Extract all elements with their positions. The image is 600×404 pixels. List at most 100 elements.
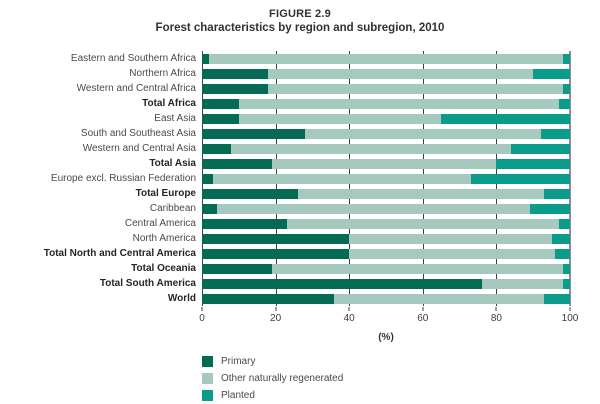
bar-segment-primary <box>202 173 214 184</box>
bar-segment-other-naturally-regenerated <box>268 68 534 79</box>
bar-segment-primary <box>202 263 272 274</box>
bar-row <box>202 111 570 126</box>
category-label: Western and Central Asia <box>82 143 196 154</box>
category-label: World <box>167 293 196 304</box>
stacked-bar-chart: Eastern and Southern Africa Northern Afri… <box>15 51 571 306</box>
bar-segment-planted <box>562 53 570 64</box>
bar-track <box>202 158 570 169</box>
category-label: Central America <box>124 218 196 229</box>
bar-row <box>202 276 570 291</box>
category-label: Total Europe <box>135 188 196 199</box>
axis-tick <box>275 307 277 311</box>
category-label: Total Africa <box>142 98 196 109</box>
bar-segment-primary <box>202 83 269 94</box>
bar-segment-primary <box>202 188 298 199</box>
bar-segment-planted <box>540 128 570 139</box>
category-label: North America <box>132 233 196 244</box>
bar-segment-other-naturally-regenerated <box>297 188 545 199</box>
bar-track <box>202 233 570 244</box>
bar-track <box>202 188 570 199</box>
bar-segment-other-naturally-regenerated <box>286 218 559 229</box>
axis-tick-label: 40 <box>343 313 355 324</box>
category-label: East Asia <box>154 113 196 124</box>
bar-segment-other-naturally-regenerated <box>231 143 512 154</box>
bar-segment-primary <box>202 218 287 229</box>
axis-tick <box>348 307 350 311</box>
category-labels-column: Eastern and Southern Africa Northern Afri… <box>15 51 202 306</box>
bar-row <box>202 186 570 201</box>
bar-segment-other-naturally-regenerated <box>268 83 563 94</box>
bar-segment-planted <box>558 218 570 229</box>
figure-label: FIGURE 2.9 <box>269 8 331 20</box>
bar-row <box>202 291 570 306</box>
bar-row <box>202 126 570 141</box>
legend-label: Planted <box>221 390 255 401</box>
bar-segment-planted <box>529 203 570 214</box>
bar-segment-primary <box>202 98 239 109</box>
bar-segment-primary <box>202 248 350 259</box>
legend-swatch-icon <box>202 373 213 384</box>
bar-segment-other-naturally-regenerated <box>238 98 559 109</box>
bar-segment-planted <box>562 263 570 274</box>
bar-track <box>202 113 570 124</box>
bar-segment-planted <box>544 293 570 304</box>
axis-tick-label: 100 <box>561 313 579 324</box>
bar-segment-primary <box>202 53 210 64</box>
category-label: South and Southeast Asia <box>80 128 196 139</box>
category-label: Western and Central Africa <box>76 83 196 94</box>
bar-track <box>202 203 570 214</box>
axis-tick <box>422 307 424 311</box>
bar-segment-planted <box>470 173 570 184</box>
bar-row <box>202 156 570 171</box>
bar-track <box>202 143 570 154</box>
bar-segment-planted <box>511 143 570 154</box>
bar-row <box>202 216 570 231</box>
bar-segment-planted <box>533 68 570 79</box>
bar-segment-other-naturally-regenerated <box>481 278 563 289</box>
bar-segment-primary <box>202 113 239 124</box>
category-label: Europe excl. Russian Federation <box>50 173 196 184</box>
figure-title: Forest characteristics by region and sub… <box>155 22 445 34</box>
category-label: Total Asia <box>149 158 196 169</box>
bar-track <box>202 173 570 184</box>
bar-track <box>202 218 570 229</box>
bar-segment-other-naturally-regenerated <box>349 248 556 259</box>
bar-segment-planted <box>562 83 570 94</box>
bar-segment-primary <box>202 278 482 289</box>
bar-segment-primary <box>202 158 272 169</box>
bar-segment-primary <box>202 233 350 244</box>
gridline-100 <box>569 51 571 306</box>
bar-segment-other-naturally-regenerated <box>209 53 563 64</box>
bar-row <box>202 171 570 186</box>
bar-segment-primary <box>202 143 232 154</box>
axis-tick <box>495 307 497 311</box>
bar-row <box>202 141 570 156</box>
bar-track <box>202 68 570 79</box>
category-label: Total Oceania <box>131 263 196 274</box>
category-label: Total South America <box>99 278 196 289</box>
legend-item: Planted <box>202 387 600 404</box>
axis-tick-label: 20 <box>270 313 282 324</box>
bar-track <box>202 248 570 259</box>
plot-area <box>202 51 571 306</box>
bar-segment-primary <box>202 68 269 79</box>
bar-segment-planted <box>544 188 570 199</box>
bar-track <box>202 263 570 274</box>
bar-row <box>202 246 570 261</box>
bar-segment-planted <box>562 278 570 289</box>
legend-swatch-icon <box>202 356 213 367</box>
bar-segment-planted <box>441 113 570 124</box>
bar-row <box>202 66 570 81</box>
x-axis-title: (%) <box>378 332 394 343</box>
bar-segment-planted <box>558 98 570 109</box>
bar-segment-other-naturally-regenerated <box>271 263 563 274</box>
bar-track <box>202 98 570 109</box>
bar-row <box>202 51 570 66</box>
bar-track <box>202 293 570 304</box>
bar-segment-planted <box>496 158 570 169</box>
legend-item: Other naturally regenerated <box>202 370 600 387</box>
bar-segment-other-naturally-regenerated <box>349 233 552 244</box>
category-label: Total North and Central America <box>43 248 196 259</box>
axis-tick <box>569 307 571 311</box>
